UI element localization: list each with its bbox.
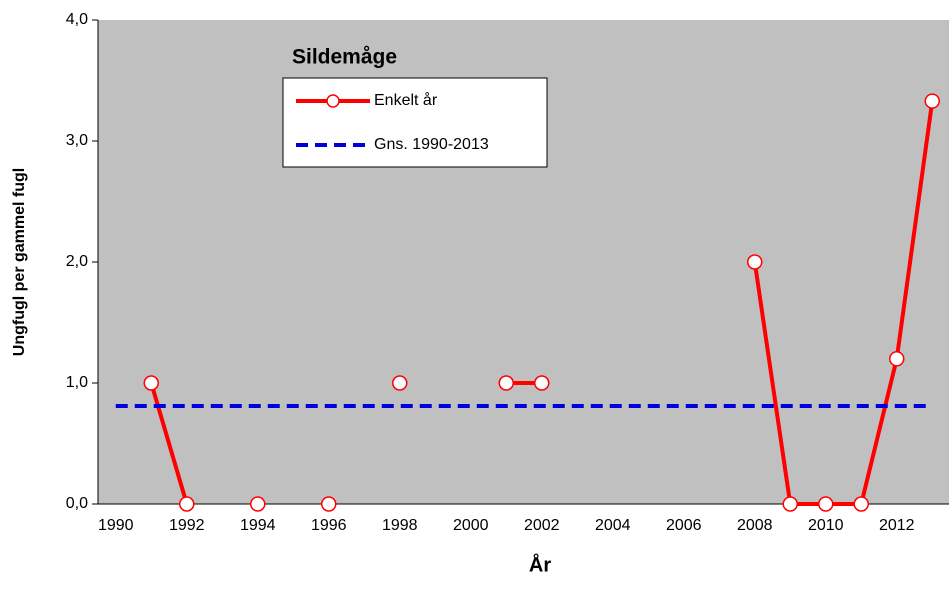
point <box>321 496 337 512</box>
x-tick-label: 1998 <box>382 517 418 534</box>
y-axis-label: Ungfugl per gammel fugl <box>11 168 28 356</box>
legend-label: Gns. 1990-2013 <box>374 136 489 153</box>
point <box>853 496 869 512</box>
x-tick-label: 2006 <box>666 517 702 534</box>
point <box>534 375 550 391</box>
point <box>747 254 763 270</box>
y-tick-label: 3,0 <box>66 132 88 149</box>
legend-label: Enkelt år <box>374 91 438 109</box>
point <box>179 496 195 512</box>
point <box>498 375 514 391</box>
point <box>889 351 905 367</box>
x-tick-label: 1990 <box>98 517 134 534</box>
point <box>392 375 408 391</box>
x-tick-label: 2000 <box>453 517 489 534</box>
x-tick-label: 1992 <box>169 517 205 534</box>
x-axis-label: År <box>529 552 551 576</box>
x-tick-label: 2004 <box>595 517 631 534</box>
x-tick-label: 2008 <box>737 517 773 534</box>
y-tick-label: 0,0 <box>66 495 88 512</box>
x-tick-label: 2002 <box>524 517 560 534</box>
y-tick-label: 2,0 <box>66 253 88 270</box>
legend-marker <box>326 94 340 108</box>
legend <box>282 77 548 168</box>
y-tick-label: 4,0 <box>66 11 88 28</box>
x-tick-label: 1996 <box>311 517 347 534</box>
point <box>782 496 798 512</box>
x-tick-label: 2012 <box>879 517 915 534</box>
point <box>924 93 940 109</box>
x-tick-label: 2010 <box>808 517 844 534</box>
y-tick-label: 1,0 <box>66 374 88 391</box>
point <box>143 375 159 391</box>
point <box>250 496 266 512</box>
x-tick-label: 1994 <box>240 517 276 534</box>
chart-title: Sildemåge <box>292 46 397 69</box>
point <box>818 496 834 512</box>
